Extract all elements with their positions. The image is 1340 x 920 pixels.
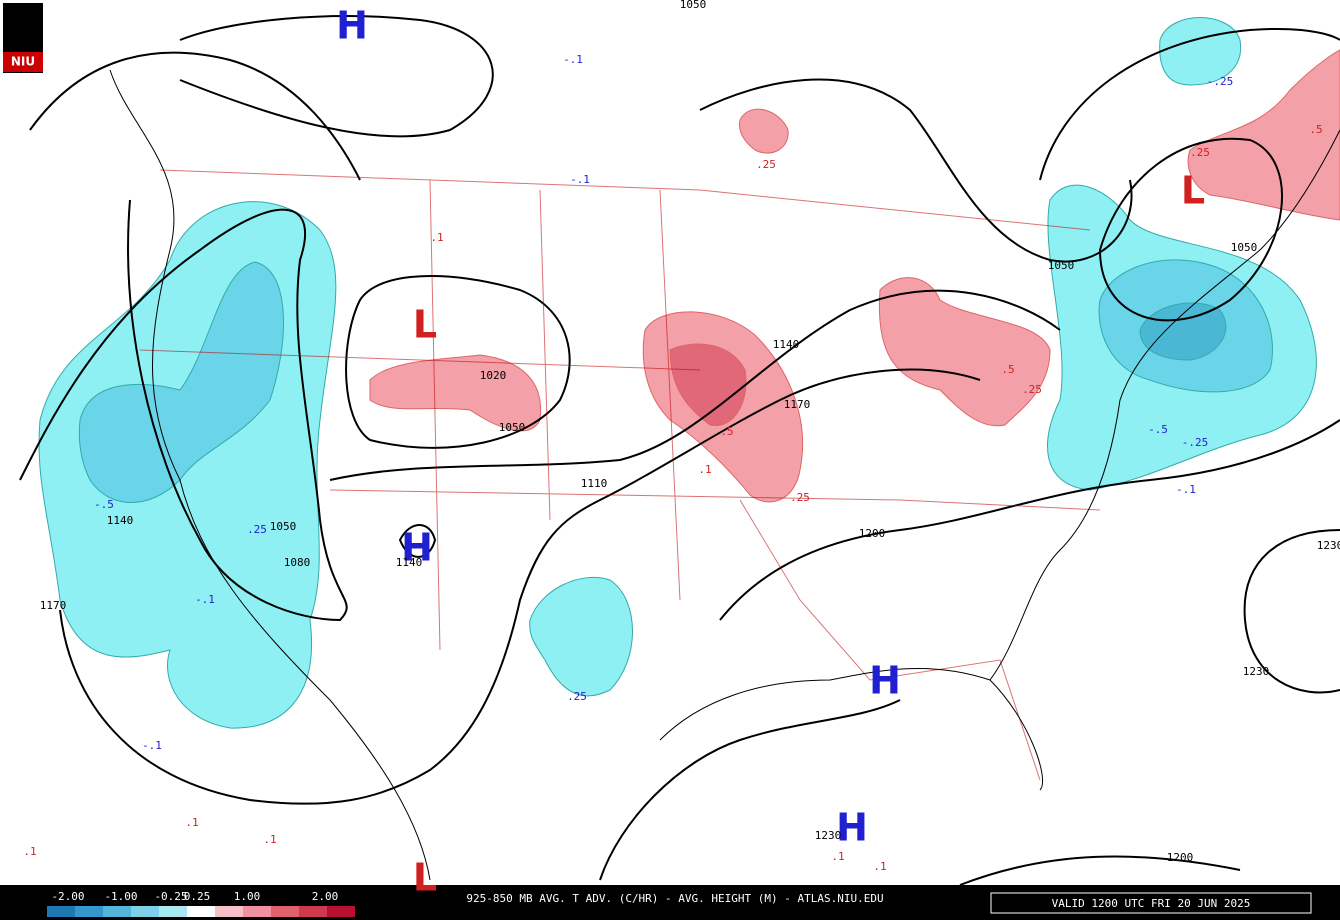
advection-label: -.1: [563, 53, 583, 66]
advection-label: .25: [1190, 146, 1210, 159]
height-label: 1050: [270, 520, 297, 533]
height-label: 1230: [1243, 665, 1270, 678]
valid-box: [990, 892, 1312, 914]
advection-label: -.1: [570, 173, 590, 186]
advection-label: -.1: [142, 739, 162, 752]
legend-swatch: [187, 906, 215, 917]
warm-advection-areas: [369, 49, 1340, 503]
height-label: 1110: [581, 477, 608, 490]
logo-text: NIU: [11, 55, 35, 69]
legend-swatch: [131, 906, 159, 917]
advection-label: .1: [185, 816, 198, 829]
advection-label: .5: [1309, 123, 1322, 136]
legend-swatch: [103, 906, 131, 917]
legend-label: -1.00: [104, 890, 137, 903]
map-borders: [139, 169, 1101, 781]
legend-swatch: [75, 906, 103, 917]
height-contours: [19, 15, 1340, 886]
pressure-center: L: [413, 303, 437, 347]
height-label: 1230: [815, 829, 842, 842]
legend-swatch: [215, 906, 243, 917]
valid-time: VALID 1200 UTC FRI 20 JUN 2025: [1052, 897, 1251, 910]
advection-label: -.25: [1182, 436, 1209, 449]
map-title: 925-850 MB AVG. T ADV. (C/HR) - AVG. HEI…: [466, 892, 883, 905]
height-label: 1200: [1167, 851, 1194, 864]
legend-swatch: [299, 906, 327, 917]
height-label: 1140: [396, 556, 423, 569]
legend-label: -2.00: [51, 890, 84, 903]
advection-label: .25: [790, 491, 810, 504]
pressure-center: L: [1181, 169, 1205, 213]
height-label: 1170: [40, 599, 67, 612]
advection-label: .25: [756, 158, 776, 171]
height-label: 1200: [859, 527, 886, 540]
advection-label: .1: [430, 231, 443, 244]
advection-label: .25: [247, 523, 267, 536]
pressure-center: H: [401, 526, 433, 570]
legend-swatch: [47, 906, 75, 917]
advection-label: -.1: [1176, 483, 1196, 496]
advection-label: .5: [1001, 363, 1014, 376]
height-label: 1230: [1317, 539, 1340, 552]
height-label: 1170: [784, 398, 811, 411]
legend-label: 1.00: [234, 890, 261, 903]
height-label: 1050: [499, 421, 526, 434]
advection-label: -.5: [1148, 423, 1168, 436]
height-label: 1050: [1231, 241, 1258, 254]
advection-label: -.25: [1207, 75, 1234, 88]
pressure-center: H: [836, 806, 868, 850]
height-label: 1050: [680, 0, 707, 11]
advection-label: .1: [263, 833, 276, 846]
height-label: 1020: [480, 369, 507, 382]
logo: NIU: [3, 3, 43, 73]
height-label: 1140: [773, 338, 800, 351]
legend-label: -0.25: [154, 890, 187, 903]
coastlines: [109, 69, 1340, 881]
advection-label: .5: [720, 425, 733, 438]
advection-label: -.1: [195, 593, 215, 606]
legend-label: 2.00: [312, 890, 339, 903]
advection-label: .25: [567, 690, 587, 703]
legend-swatch: [271, 906, 299, 917]
height-label: 1080: [284, 556, 311, 569]
pressure-center: H: [336, 4, 368, 48]
advection-label: .25: [1022, 383, 1042, 396]
advection-label: -.5: [94, 498, 114, 511]
pressure-center: H: [869, 659, 901, 703]
cold-advection-core: [78, 259, 1273, 503]
advection-label: .1: [23, 845, 36, 858]
height-label: 1050: [1048, 259, 1075, 272]
legend-label: 0.25: [184, 890, 211, 903]
legend-swatch: [327, 906, 355, 917]
legend-swatch: [243, 906, 271, 917]
legend-swatch: [159, 906, 187, 917]
advection-label: .1: [698, 463, 711, 476]
height-label: 1140: [107, 514, 134, 527]
advection-label: .1: [873, 860, 886, 873]
advection-label: .1: [831, 850, 844, 863]
pressure-center: L: [413, 856, 437, 900]
